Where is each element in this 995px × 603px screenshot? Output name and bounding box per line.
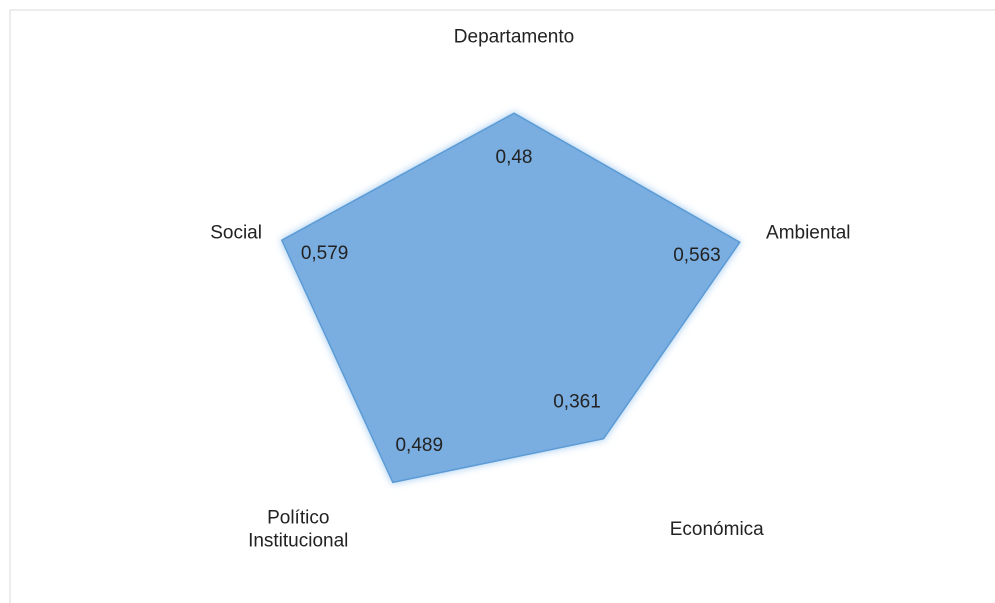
category-label: Ambiental: [766, 223, 851, 244]
radar-area: [280, 112, 741, 484]
data-label: 0,579: [301, 243, 349, 264]
chart-border: [9, 9, 995, 603]
category-label: Social: [210, 223, 262, 244]
category-label: Económica: [670, 519, 764, 540]
category-label-line: Político: [267, 508, 329, 529]
category-label-line: Institucional: [248, 530, 348, 551]
data-label: 0,489: [395, 435, 443, 456]
category-label: Departamento: [454, 27, 574, 48]
data-label: 0,48: [496, 147, 533, 168]
data-label: 0,361: [553, 391, 601, 412]
category-label: Político Institucional: [248, 508, 348, 552]
data-label: 0,563: [673, 245, 721, 266]
